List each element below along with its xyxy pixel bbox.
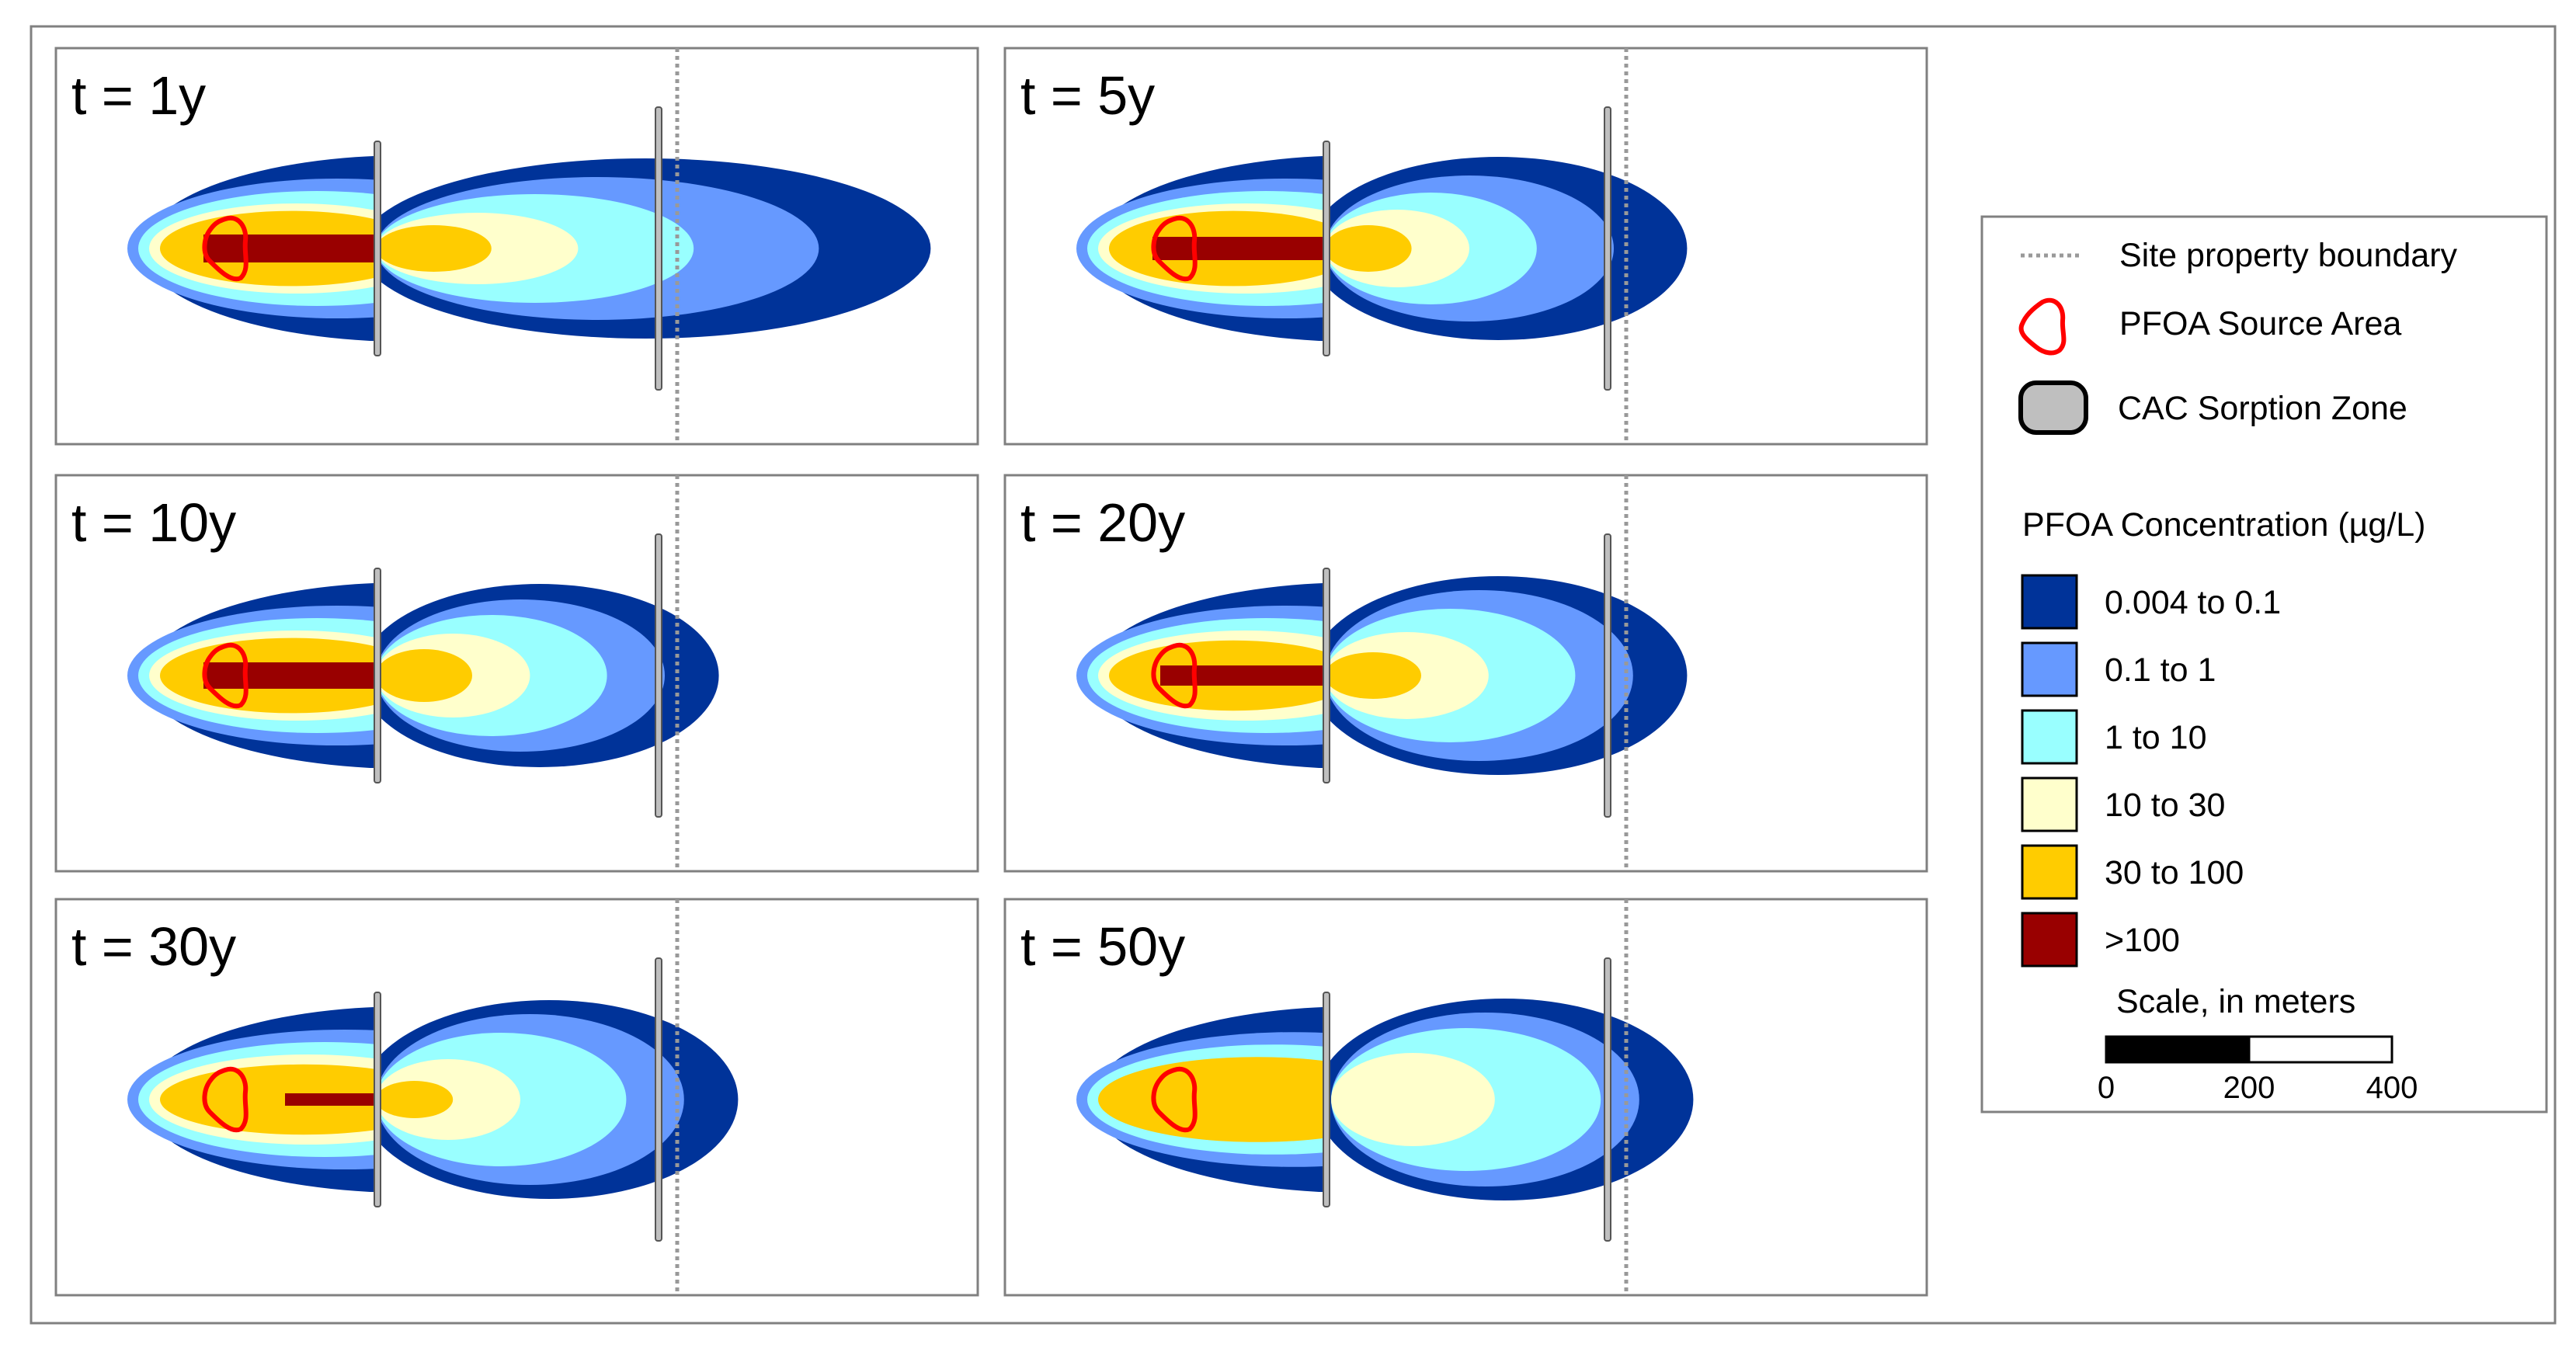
source-area-outline [1151, 1066, 1198, 1133]
panel-4: t = 20y [1003, 474, 1928, 873]
cac-sorption-zone-inner [1323, 992, 1330, 1207]
legend-swatch [2021, 844, 2078, 900]
plume-downgradient [1325, 157, 1688, 340]
plume-downgradient [376, 158, 931, 339]
scale-bar-white [2247, 1035, 2393, 1064]
time-label: t = 20y [1020, 492, 1185, 553]
cac-sorption-zone-inner [1323, 141, 1330, 356]
cac-sorption-zone-inner [374, 141, 381, 356]
cac-sorption-zone-inner [374, 568, 381, 783]
plume-zone [376, 1081, 454, 1118]
plume-zone [376, 225, 492, 272]
cac-sorption-zone-inner [374, 992, 381, 1207]
cac-sorption-zone-outer [1604, 957, 1611, 1242]
source-area-outline [202, 1066, 249, 1133]
cac-sorption-zone-outer [655, 533, 662, 818]
time-label: t = 50y [1020, 916, 1185, 977]
source-area-legend-label: PFOA Source Area [2119, 305, 2401, 342]
concentration-title: PFOA Concentration (µg/L) [2022, 506, 2426, 544]
panel-6: t = 50y [1003, 898, 1928, 1297]
panel-3: t = 10y [54, 474, 979, 873]
legend-swatch [2021, 912, 2078, 968]
plume-downgradient [1325, 576, 1688, 775]
plume-upgradient [127, 1006, 376, 1193]
legend-swatch [2021, 641, 2078, 697]
scale-tick-400: 400 [2366, 1071, 2418, 1105]
legend-class-label: 30 to 100 [2105, 854, 2244, 891]
scale-title: Scale, in meters [2116, 983, 2355, 1020]
scale-bar-black [2105, 1035, 2251, 1064]
time-label: t = 1y [71, 65, 206, 126]
plume-core [285, 1093, 376, 1106]
plume-zone [1331, 1053, 1495, 1146]
cac-sorption-zone-outer [655, 106, 662, 391]
source-area-outline [202, 642, 249, 709]
plume-downgradient [376, 1000, 739, 1199]
source-area-outline [1151, 215, 1198, 282]
concentration-classes: 0.004 to 0.1 0.1 to 1 1 to 10 10 to 30 30 to… [2021, 574, 2281, 968]
legend-class-label: 0.004 to 0.1 [2105, 584, 2281, 621]
plume-core [1160, 665, 1325, 686]
cac-sorption-zone-outer [1604, 106, 1611, 391]
scale-tick-200: 200 [2223, 1071, 2275, 1105]
plume-zone [1325, 225, 1412, 272]
legend-class-label: 10 to 30 [2105, 787, 2225, 824]
time-label: t = 10y [71, 492, 236, 553]
legend-class-label: 0.1 to 1 [2105, 651, 2216, 689]
plume-core [1152, 237, 1325, 260]
cac-sorption-zone-inner [1323, 568, 1330, 783]
boundary-legend-label: Site property boundary [2119, 237, 2458, 274]
panel-2: t = 5y [1003, 47, 1928, 446]
legend: Site property boundary PFOA Source Area … [1980, 215, 2548, 1113]
source-area-outline [1151, 642, 1198, 709]
panel-1: t = 1y [54, 47, 979, 446]
cac-zone-legend-symbol [2018, 380, 2088, 435]
legend-class-label: >100 [2105, 922, 2180, 959]
cac-sorption-zone-outer [1604, 533, 1611, 818]
source-area-outline [202, 215, 249, 282]
legend-swatch [2021, 776, 2078, 832]
time-label: t = 30y [71, 916, 236, 977]
panel-5: t = 30y [54, 898, 979, 1297]
legend-class-label: 1 to 10 [2105, 719, 2207, 756]
plume-zone [376, 649, 472, 702]
source-area-legend-symbol [2018, 297, 2067, 356]
plume-downgradient [376, 584, 719, 767]
legend-swatch [2021, 709, 2078, 765]
scale-tick-0: 0 [2098, 1071, 2115, 1105]
plume-zone [1098, 1057, 1325, 1142]
cac-zone-legend-label: CAC Sorption Zone [2118, 390, 2407, 427]
plume-downgradient [1325, 999, 1694, 1200]
legend-swatch [2021, 574, 2078, 630]
plume-core [203, 662, 376, 689]
cac-sorption-zone-outer [655, 957, 662, 1242]
plume-zone [1325, 652, 1421, 699]
panel-grid: t = 1y t = 5y t = 10y t = 20y t = 30y t = 50y [54, 47, 1928, 1297]
plume-upgradient [1076, 1006, 1325, 1193]
plume-core [203, 235, 376, 262]
time-label: t = 5y [1020, 65, 1155, 126]
